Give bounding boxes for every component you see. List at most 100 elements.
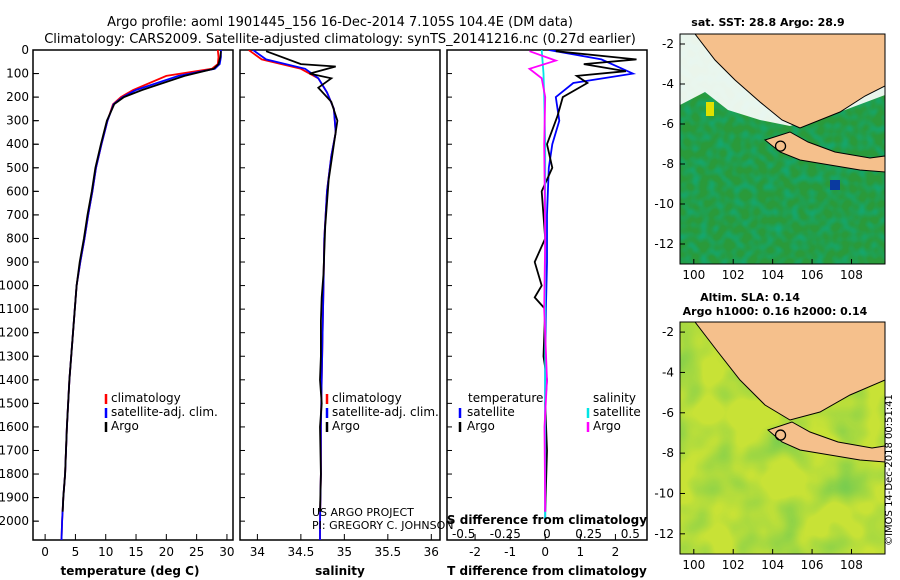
map-ytick-4--6: -6 [662,406,674,420]
t-diff-tick-labels: -2 -1 0 1 2 [447,49,620,559]
depth-tick-label-400: 400 [6,137,29,151]
depth-tick-label-500: 500 [6,161,29,175]
header-line1: Argo profile: aoml 1901445_156 16-Dec-20… [107,15,573,30]
depth-tick-label-800: 800 [6,231,29,245]
series-1-1 [252,50,337,540]
map-xtick-3-100: 100 [682,268,705,282]
series-2-0 [544,50,637,522]
map-ytick-3--2: -2 [662,37,674,51]
temperature-lines [60,50,222,540]
s-diff-tick-labels: -0.5 -0.25 0 0.25 0.5 [452,527,640,541]
difference-lines [527,50,637,522]
map-xtick-3-106: 106 [801,268,824,282]
xtick-label-0-10: 10 [98,545,113,559]
xtick-label-0-20: 20 [159,545,174,559]
salinity-axes-frame [239,49,441,541]
xtick-label-2-1: 1 [577,545,585,559]
difference-axes-frame [446,49,648,541]
legend-label-0-2: Argo [111,419,139,433]
xtick-label-2--1: -1 [504,545,516,559]
legend-label-0-0: climatology [111,391,181,405]
pi-credit: PI: GREGORY C. JOHNSON [312,519,453,532]
xtick-label-0-30: 30 [219,545,234,559]
series-0-2 [61,51,222,512]
sst-warm-patch-1 [706,102,714,116]
map-ytick-4--2: -2 [662,325,674,339]
s-tick-label-0.25: 0.25 [575,527,602,541]
map-ytick-3--8: -8 [662,157,674,171]
xtick-label-2--2: -2 [469,545,481,559]
xtick-label-0-5: 5 [72,545,80,559]
sst-map-title: sat. SST: 28.8 Argo: 28.9 [691,16,844,29]
s-tick-label-0: 0 [543,527,551,541]
sla-map-title: Altim. SLA: 0.14 [700,291,800,304]
legend-temperature-title: temperature [468,391,543,405]
depth-tick-label-1600: 1600 [0,420,29,434]
map-ytick-4--10: -10 [654,486,674,500]
depth-tick-label-1100: 1100 [0,302,29,316]
map-xtick-4-104: 104 [761,558,784,572]
depth-tick-label-1800: 1800 [0,467,29,481]
map-ytick-3--4: -4 [662,77,674,91]
sla-map-subtitle: Argo h1000: 0.16 h2000: 0.14 [683,305,868,318]
xtick-label-1-35.5: 35.5 [374,545,401,559]
sst-cool-patch-1 [830,180,840,190]
series-0-1 [60,50,222,540]
s-tick-label--0.5: -0.5 [452,527,475,541]
series-0-0 [60,50,220,540]
s-tick-label-0.5: 0.5 [621,527,640,541]
map-xtick-4-106: 106 [801,558,824,572]
map-xtick-4-108: 108 [840,558,863,572]
difference-panel: -2 -1 0 1 2 -0.5 -0.25 0 0.25 0.5 S difference f… [446,49,648,578]
legend-label-1-2: Argo [332,419,360,433]
map-xtick-4-102: 102 [722,558,745,572]
xtick-label-2-0: 0 [541,545,549,559]
legend-label-1-0: climatology [332,391,402,405]
map-ytick-3--12: -12 [654,237,674,251]
depth-tick-label-1900: 1900 [0,491,29,505]
argo-location-marker-4 [774,429,787,441]
depth-tick-labels: 0 100 200 300 400 500 600 700 800 900 1000 1100 1200… [0,43,39,528]
sst-map-frame [679,33,886,265]
legend-t-label-1: Argo [467,419,495,433]
map-xtick-4-100: 100 [682,558,705,572]
map-xtick-3-108: 108 [840,268,863,282]
salinity-lines [248,50,339,540]
depth-tick-label-1400: 1400 [0,373,29,387]
argo-location-marker-3 [774,140,787,152]
legend-t-label-0: satellite [467,405,515,419]
map-ytick-4--4: -4 [662,365,674,379]
sla-map-ticks: 100 102 104 106 108 -2 -4 -6 -8 -10 -12 [654,325,863,572]
s-diff-xlabel: S difference from climatology [447,513,647,527]
temperature-tick-labels: 0 5 10 15 20 25 30 [33,49,235,559]
legend-s-label-0: satellite [593,405,641,419]
legend-salinity-title: salinity [593,391,636,405]
map-ytick-4--8: -8 [662,446,674,460]
depth-tick-label-0: 0 [21,43,29,57]
temperature-axes-frame [32,49,234,541]
xtick-label-1-35: 35 [337,545,352,559]
sla-map-frame [679,321,886,555]
us-argo-project-credit: US ARGO PROJECT [312,506,414,519]
series-1-2 [265,50,339,512]
depth-tick-label-200: 200 [6,90,29,104]
xtick-label-1-34: 34 [250,545,265,559]
sst-map-ticks: 100 102 104 106 108 -2 -4 -6 -8 -10 -12 [654,37,863,282]
salinity-xlabel: salinity [315,564,365,578]
xtick-label-0-15: 15 [128,545,143,559]
t-diff-xlabel: T difference from climatology [447,564,647,578]
depth-tick-label-700: 700 [6,208,29,222]
legend-label-1-1: satellite-adj. clim. [332,405,439,419]
header-line2: Climatology: CARS2009. Satellite-adjuste… [44,32,636,47]
sla-map: Altim. SLA: 0.14 Argo h1000: 0.16 h2000:… [654,291,886,572]
map-xtick-3-102: 102 [722,268,745,282]
sst-map: sat. SST: 28.8 Argo: 28.9 100 102 104 106 10… [654,16,886,282]
xtick-label-2-2: 2 [612,545,620,559]
s-tick-label--0.25: -0.25 [490,527,521,541]
depth-tick-label-300: 300 [6,114,29,128]
map-ytick-3--10: -10 [654,197,674,211]
depth-tick-label-1200: 1200 [0,326,29,340]
depth-tick-label-100: 100 [6,67,29,81]
